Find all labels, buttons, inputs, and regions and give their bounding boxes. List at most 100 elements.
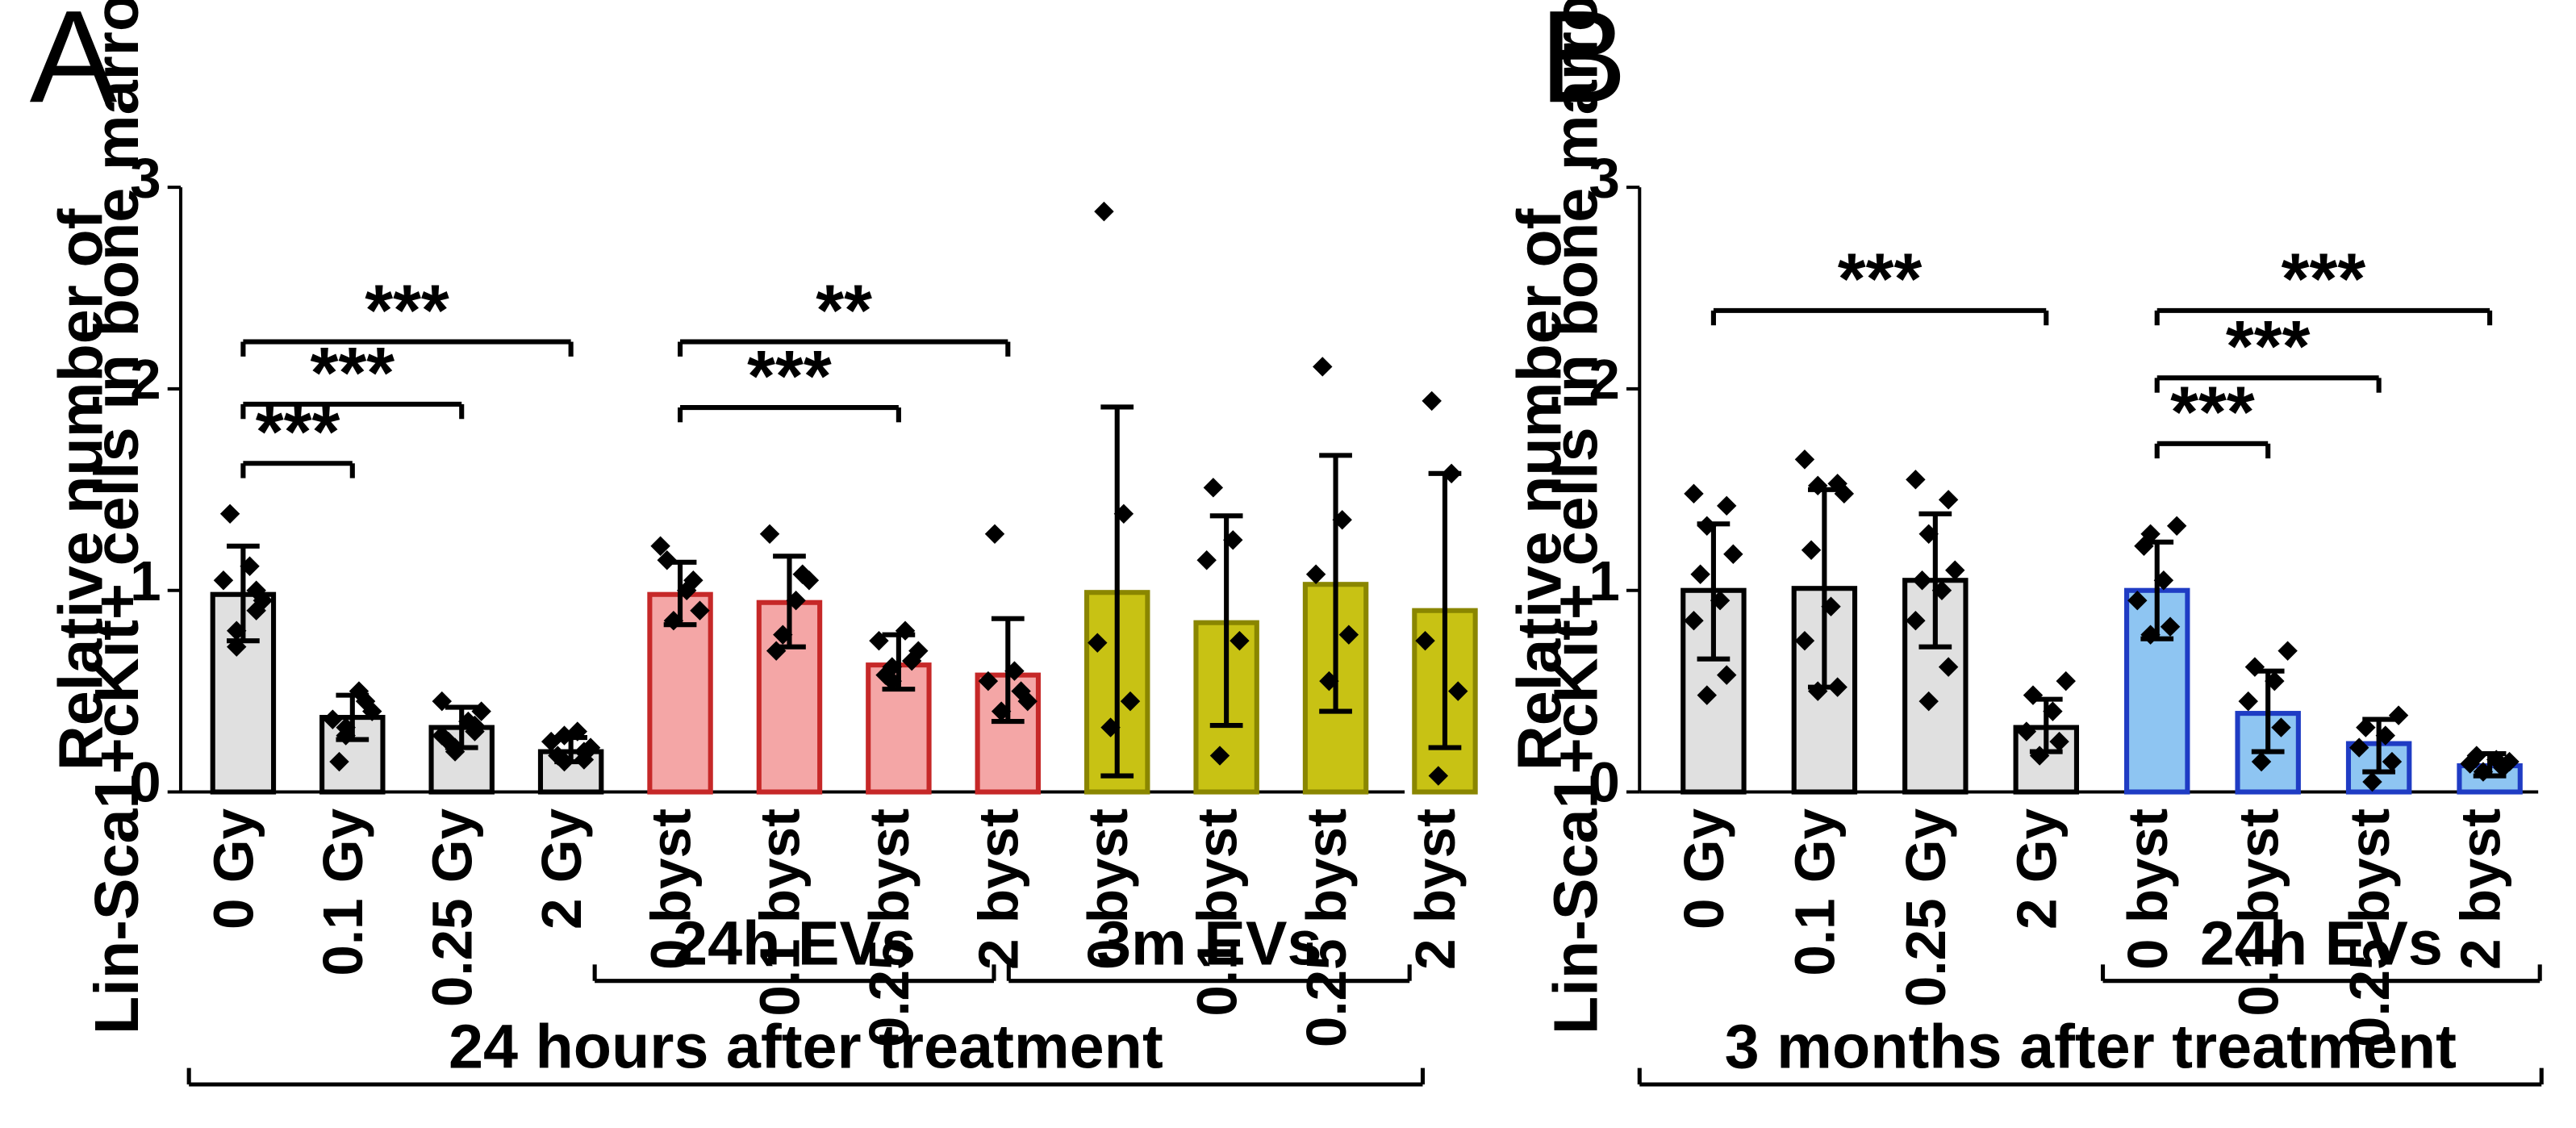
- category-label: 0.1 Gy: [311, 808, 374, 976]
- data-point: [773, 625, 793, 645]
- y-axis-title: Relative number ofLin-Sca1+cKit+ cells i…: [46, 0, 152, 1034]
- data-point: [882, 657, 902, 677]
- y-tick-label: 0: [1589, 751, 1620, 814]
- category-label: 0 Gy: [1672, 808, 1735, 930]
- significance-label: ***: [311, 332, 395, 413]
- data-point: [2375, 725, 2396, 746]
- data-point: [1196, 550, 1217, 570]
- y-axis-title-line: Lin-Sca1+cKit+ cells in bone marrow: [82, 0, 152, 1034]
- category-label: 0.1 Gy: [1784, 808, 1847, 976]
- data-point: [786, 591, 806, 611]
- data-point: [1415, 630, 1435, 651]
- data-point: [978, 671, 999, 691]
- category-label: 0.25 byst: [1295, 808, 1358, 1047]
- data-point: [650, 536, 670, 556]
- data-point: [2356, 717, 2376, 737]
- data-point: [2056, 671, 2076, 691]
- data-point: [2277, 641, 2298, 661]
- category-label: 0 byst: [2116, 808, 2179, 970]
- y-axis-title: Relative number ofLin-Sca1+cKit+ cells i…: [1505, 0, 1611, 1034]
- y-axis-title-line: Lin-Sca1+cKit+ cells in bone marrow: [1541, 0, 1610, 1034]
- data-point: [445, 737, 466, 758]
- data-point: [2499, 751, 2520, 772]
- data-point: [908, 641, 929, 661]
- data-point: [1305, 564, 1326, 584]
- data-point: [1918, 691, 1939, 712]
- data-point: [349, 681, 369, 701]
- data-point: [2388, 705, 2409, 725]
- data-point: [323, 709, 343, 729]
- data-point: [1801, 540, 1822, 560]
- significance-bracket: ***: [2154, 239, 2493, 326]
- data-point: [1113, 503, 1134, 524]
- data-point: [336, 717, 356, 737]
- category-label: 2 byst: [1404, 808, 1467, 970]
- data-point: [2016, 721, 2037, 742]
- data-point: [2029, 746, 2050, 766]
- significance-bracket: ***: [240, 332, 465, 420]
- data-point: [240, 556, 260, 576]
- data-point: [1697, 685, 1717, 705]
- data-point: [676, 580, 697, 600]
- data-point: [759, 524, 780, 545]
- category-label: 0.25 Gy: [420, 808, 483, 1007]
- significance-bracket: ***: [2154, 306, 2382, 393]
- data-point: [1723, 544, 1743, 564]
- data-point: [2023, 685, 2044, 705]
- data-point: [2348, 737, 2369, 758]
- data-point: [2127, 591, 2148, 611]
- data-point: [1697, 516, 1717, 537]
- data-point: [1223, 530, 1243, 550]
- group-bracket: 3m EVs: [1006, 909, 1412, 984]
- error-bar: [227, 543, 260, 644]
- data-point: [1690, 564, 1710, 584]
- y-tick-label: 2: [1589, 348, 1620, 411]
- timeframe-bracket: 24 hours after treatment: [186, 1013, 1426, 1087]
- data-point: [1684, 610, 1704, 631]
- data-point: [2153, 570, 2174, 591]
- data-point: [1808, 475, 1828, 496]
- category-label: 2 byst: [967, 808, 1030, 970]
- category-label: 2 Gy: [2005, 808, 2068, 930]
- data-point: [1441, 463, 1462, 484]
- y-tick-label: 2: [130, 348, 161, 411]
- category-label: 2 Gy: [530, 808, 593, 930]
- category-label: 0 byst: [1076, 808, 1139, 970]
- error-bar: [1319, 453, 1352, 714]
- data-point: [1716, 665, 1737, 685]
- data-point: [246, 580, 266, 600]
- significance-label: **: [816, 269, 872, 350]
- timeframe-label: 24 hours after treatment: [449, 1013, 1163, 1082]
- group-bracket: 24h EVs: [2100, 909, 2542, 984]
- data-point: [1808, 681, 1828, 701]
- data-point: [690, 600, 710, 620]
- data-point: [1938, 657, 1959, 677]
- data-point: [1931, 580, 1952, 600]
- data-point: [1794, 630, 1815, 651]
- data-point: [1203, 478, 1224, 498]
- data-point: [657, 550, 677, 570]
- group-bracket: 24h EVs: [592, 909, 996, 984]
- data-point: [1716, 495, 1737, 516]
- significance-bracket: ***: [240, 391, 355, 478]
- data-point: [1004, 661, 1025, 681]
- data-point: [227, 620, 247, 641]
- y-tick-label: 1: [130, 549, 161, 612]
- data-point: [1313, 357, 1333, 377]
- y-tick-label: 0: [130, 751, 161, 814]
- data-point: [663, 610, 684, 631]
- category-label: 0.25 byst: [2338, 808, 2401, 1047]
- data-point: [1422, 391, 1442, 412]
- data-point: [2466, 746, 2487, 766]
- data-point: [432, 725, 452, 746]
- error-bar: [1100, 404, 1134, 779]
- data-point: [227, 637, 247, 657]
- data-point: [1319, 671, 1339, 691]
- data-point: [2049, 731, 2069, 752]
- data-point: [1094, 201, 1114, 222]
- data-point: [984, 524, 1005, 545]
- y-axis-title-line: Relative number of: [1505, 208, 1575, 771]
- significance-bracket: ***: [2154, 372, 2271, 459]
- category-label: 0 Gy: [202, 808, 265, 930]
